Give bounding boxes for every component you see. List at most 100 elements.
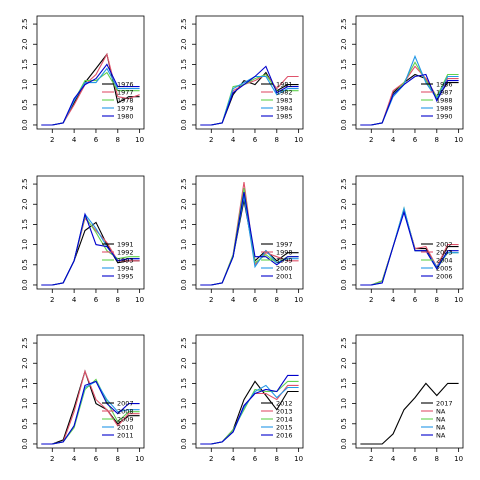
y-tick-label: 0.5 <box>340 259 348 270</box>
legend-label: 2002 <box>436 241 453 249</box>
y-tick-label: 2.0 <box>180 199 188 210</box>
x-tick-label: 8 <box>435 455 439 463</box>
plot-frame <box>36 175 145 290</box>
y-tick-label: 1.5 <box>180 219 188 230</box>
x-tick-label: 2 <box>369 136 373 144</box>
x-tick-label: 8 <box>275 296 279 304</box>
y-tick-label: 2.0 <box>21 199 29 210</box>
x-tick-label: 10 <box>135 455 144 463</box>
chart-panel-6: 2 4 6 8 10 0.0 0.5 1.0 1.5 2.0 2.5 2002200320042005… <box>340 175 464 304</box>
x-tick-label: 6 <box>253 455 258 463</box>
legend-label: 2011 <box>117 432 134 440</box>
y-tick-label: 0.5 <box>340 418 348 429</box>
legend-label: 1990 <box>436 113 453 121</box>
chart-panel-7: 2 4 6 8 10 0.0 0.5 1.0 1.5 2.0 2.5 2007200820092010… <box>21 334 145 463</box>
plot-frame <box>355 175 464 290</box>
y-tick-label: 1.0 <box>180 79 188 90</box>
y-tick-label: 2.0 <box>340 199 348 210</box>
legend-label: 1987 <box>436 89 453 97</box>
x-tick-label: 10 <box>454 136 463 144</box>
legend-label: 2006 <box>436 273 453 281</box>
legend-label: 2015 <box>276 424 293 432</box>
x-tick-label: 10 <box>294 455 303 463</box>
x-tick-label: 8 <box>116 136 120 144</box>
series-line-2011 <box>41 380 140 445</box>
chart-panel-2: 2 4 6 8 10 0.0 0.5 1.0 1.5 2.0 2.5 1981198219831984… <box>180 15 304 144</box>
x-tick-label: 4 <box>391 455 396 463</box>
y-tick-label: 1.5 <box>21 378 29 389</box>
series-line-1985 <box>200 65 299 126</box>
y-tick-label: 0.0 <box>340 279 348 290</box>
y-tick-label: 2.0 <box>180 39 188 50</box>
legend-label: 1977 <box>117 89 134 97</box>
legend-label: 1992 <box>117 249 134 257</box>
legend-label: 1984 <box>276 105 293 113</box>
legend-label: 1978 <box>117 97 134 105</box>
legend-label: 2001 <box>276 273 293 281</box>
legend-label: 1989 <box>436 105 453 113</box>
y-tick-label: 0.0 <box>340 438 348 449</box>
x-tick-label: 6 <box>253 136 258 144</box>
x-tick-label: 10 <box>294 136 303 144</box>
chart-panel-8: 2 4 6 8 10 0.0 0.5 1.0 1.5 2.0 2.5 2012201320142015… <box>180 334 304 463</box>
legend-label: 1982 <box>276 89 293 97</box>
legend-label: 2016 <box>276 432 293 440</box>
y-tick-label: 0.5 <box>180 99 188 110</box>
y-tick-label: 2.5 <box>340 19 348 30</box>
x-tick-label: 8 <box>116 455 120 463</box>
x-tick-label: 6 <box>94 136 99 144</box>
legend-label: 2013 <box>276 408 293 416</box>
x-tick-label: 10 <box>135 296 144 304</box>
chart-panel-4: 2 4 6 8 10 0.0 0.5 1.0 1.5 2.0 2.5 1991199219931994… <box>21 175 145 304</box>
y-tick-label: 0.5 <box>21 99 29 110</box>
y-tick-label: 2.5 <box>21 338 29 349</box>
legend-label: 1993 <box>117 257 134 265</box>
series-line-2001 <box>200 192 299 286</box>
x-tick-label: 2 <box>50 296 54 304</box>
series-line-2016 <box>200 374 299 445</box>
x-tick-label: 4 <box>231 455 236 463</box>
legend-label: 2003 <box>436 249 453 257</box>
x-tick-label: 8 <box>275 136 279 144</box>
y-tick-label: 2.0 <box>340 39 348 50</box>
y-tick-label: 0.5 <box>180 418 188 429</box>
x-tick-label: 4 <box>72 136 77 144</box>
legend-label: 1980 <box>117 113 134 121</box>
y-tick-label: 1.0 <box>180 239 188 250</box>
y-tick-label: 2.0 <box>340 358 348 369</box>
legend-label: 1999 <box>276 257 293 265</box>
plot-frame <box>195 175 304 290</box>
legend-label: 1986 <box>436 81 453 89</box>
legend-label: NA <box>436 424 446 432</box>
plot-frame <box>36 334 145 449</box>
legend-label: 2017 <box>436 400 453 408</box>
x-tick-label: 6 <box>413 136 418 144</box>
y-tick-label: 0.0 <box>21 119 29 130</box>
x-tick-label: 6 <box>94 296 99 304</box>
legend-label: 2005 <box>436 265 453 273</box>
x-tick-label: 8 <box>435 296 439 304</box>
y-tick-label: 2.5 <box>180 19 188 30</box>
series-line-1995 <box>41 212 140 286</box>
x-tick-label: 2 <box>209 455 213 463</box>
x-tick-label: 10 <box>294 296 303 304</box>
plot-frame <box>355 15 464 130</box>
legend-label: NA <box>436 416 446 424</box>
y-tick-label: 2.5 <box>180 179 188 190</box>
x-tick-label: 8 <box>435 136 439 144</box>
y-tick-label: 1.5 <box>180 378 188 389</box>
y-tick-label: 1.5 <box>180 59 188 70</box>
x-tick-label: 4 <box>72 296 77 304</box>
x-tick-label: 8 <box>275 455 279 463</box>
legend-label: 1991 <box>117 241 134 249</box>
legend-label: 2009 <box>117 416 134 424</box>
y-tick-label: 0.0 <box>340 119 348 130</box>
y-tick-label: 2.5 <box>21 179 29 190</box>
legend-label: 1988 <box>436 97 453 105</box>
legend-label: 1979 <box>117 105 134 113</box>
x-tick-label: 2 <box>50 136 54 144</box>
legend-label: 1983 <box>276 97 293 105</box>
plot-frame <box>36 15 145 130</box>
y-tick-label: 1.0 <box>340 239 348 250</box>
